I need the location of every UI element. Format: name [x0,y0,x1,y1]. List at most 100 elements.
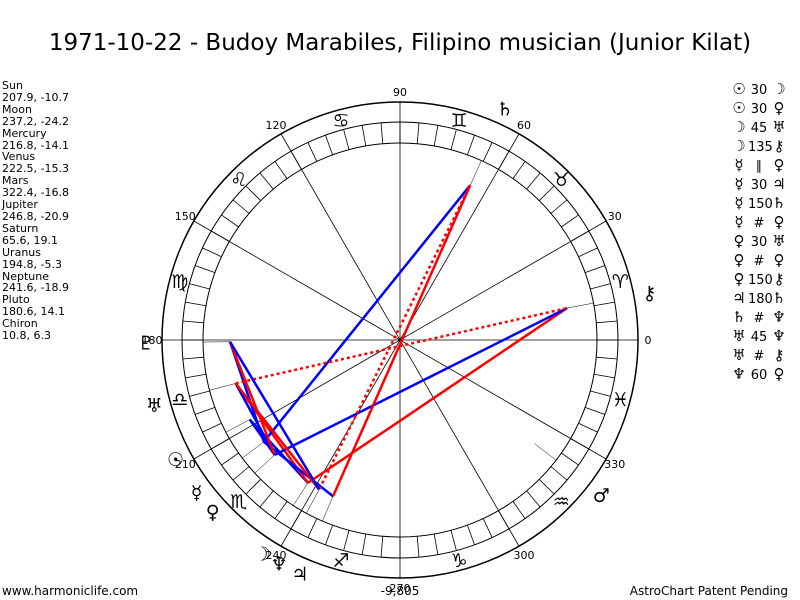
degree-tick [561,214,579,228]
aspect-planet-1: ☉ [732,99,746,117]
aspect-line [318,184,472,491]
aspect-planet-2: ♀ [773,99,785,117]
aspect-angle: 30 [750,102,768,117]
aspect-planet-2: ☽ [772,80,786,98]
degree-tick [380,122,384,144]
aspect-lines [228,184,568,498]
aspect-planet-2: ⚷ [773,270,785,288]
degree-tick [590,283,611,290]
aspect-planet-2: ♆ [772,308,786,326]
aspect-angle: 30 [750,83,768,98]
degree-tick [539,479,555,495]
degree-tick [245,185,261,201]
planet-coords: 207.9, -10.7 [2,90,69,104]
planet-coords: 322.4, -16.8 [2,186,69,200]
aspect-planet-2: ♄ [772,289,786,307]
degree-tick [185,301,207,307]
zodiac-sign: ♏ [230,491,247,513]
aspect-angle: 180 [748,292,773,307]
planet-glyph: ♂ [593,485,610,507]
degree-label: 30 [608,210,622,223]
planet-name: Sun [2,79,23,92]
aspect-planet-2: ♀ [773,365,785,383]
aspect-list: ☉ 30 ☽ ☉ 30 ♀ ☽ 45 ♅ ☽ 135⚷ ☿ ∥ ♀ ☿ 30 ♃ ☿ 150♄ ☿ # ♀ ♀ 30 ♅ ♀ # ♀ ♀… [730,80,788,384]
degree-tick [202,422,222,433]
aspect-angle: 135 [748,140,773,155]
aspect-planet-1: ♅ [732,327,746,345]
wheel-ticks [182,122,618,558]
aspect-planet-1: ♀ [733,232,745,250]
aspect-row: ♃ 180♄ [730,289,788,308]
aspect-planet-2: ♀ [773,251,785,269]
degree-tick [189,283,210,290]
aspect-angle: ∥ [755,159,763,174]
planet-marker [306,489,320,514]
planet-marker [209,383,236,391]
planet-name: Mars [2,174,29,188]
degree-tick [221,214,239,228]
degree-label: 240 [266,549,287,562]
aspect-row: ☿ ∥ ♀ [730,156,788,175]
zodiac-sign: ♎ [171,389,188,411]
aspect-planet-1: ♆ [732,365,746,383]
planet-name: Jupiter [2,198,38,212]
planet-name: Uranus [2,245,41,259]
degree-tick [307,142,318,162]
degree-tick [259,490,274,508]
aspect-angle: 30 [750,178,768,193]
degree-tick [526,490,541,508]
aspect-angle: # [753,216,765,231]
degree-tick [325,524,333,545]
planet-glyphs: ☉ ☽ ☿♀ ♂ ♃ ♄ ♅ ♆ ♇ ⚷ [137,99,656,586]
degree-label: 0 [645,334,652,347]
degree-tick [202,247,222,258]
aspect-row: ☿ # ♀ [730,213,788,232]
degree-label: 90 [393,86,407,99]
planet-glyph: ♇ [137,333,154,355]
degree-label: 180 [142,334,163,347]
degree-tick [185,373,207,379]
degree-tick [584,265,605,273]
degree-tick [467,524,475,545]
planet-glyph: ♄ [496,99,513,121]
degree-tick [195,407,216,415]
degree-tick [195,265,216,273]
degree-tick [182,356,204,360]
degree-label: 270 [390,582,411,595]
degree-labels: 0 30 60 90 120 150 180 210 240 270 300 330 [142,86,652,595]
degree-tick [343,530,350,551]
zodiac-sign: ♈ [612,271,629,293]
degree-tick [182,320,204,324]
degree-tick [467,135,475,156]
planet-name: Saturn [2,221,39,235]
house-spoke [193,220,607,460]
degree-tick [539,185,555,201]
aspect-planet-2: ♄ [772,194,786,212]
aspect-row: ♄ # ♆ [730,308,788,327]
planet-coords: 237.2, -24.2 [2,114,69,128]
aspect-line [274,307,568,456]
aspect-row: ☿ 150♄ [730,194,788,213]
degree-tick [561,452,579,466]
planet-coords: 246.8, -20.9 [2,209,69,223]
aspect-planet-1: ♃ [732,289,746,307]
degree-label: 150 [175,210,196,223]
planet-coords: 10.8, 6.3 [2,329,51,343]
aspect-angle: # [753,349,765,364]
aspect-line [228,341,321,491]
planet-marker [225,419,250,433]
aspect-planet-1: ☽ [732,118,746,136]
degree-tick [570,438,589,450]
aspect-angle: 45 [750,121,768,136]
aspect-line [262,184,472,443]
planet-name: Neptune [2,269,50,283]
degree-tick [325,135,333,156]
degree-tick [482,518,493,538]
planet-glyph: ☽ [254,544,271,566]
degree-tick [189,390,210,397]
degree-tick [578,422,598,433]
planet-coords: 222.5, -15.3 [2,162,69,176]
aspect-planet-1: ☉ [732,80,746,98]
aspect-line [263,440,334,498]
